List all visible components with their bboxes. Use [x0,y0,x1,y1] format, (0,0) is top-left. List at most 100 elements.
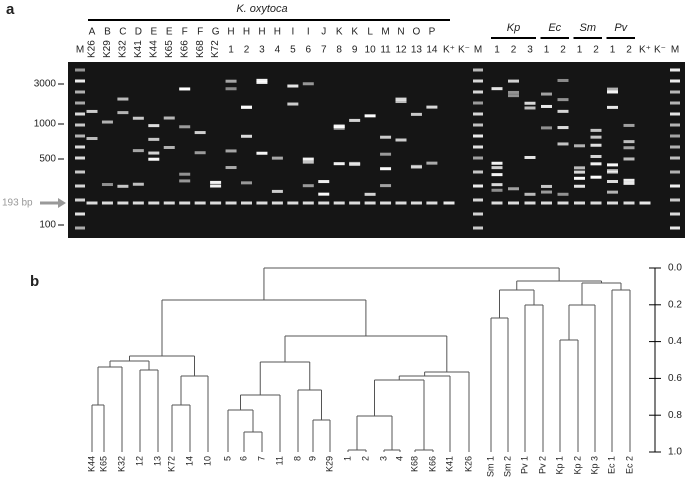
gel-band [75,90,85,94]
gel-band [302,160,314,164]
scale-label: 0.2 [668,299,682,310]
gel-band [491,161,503,165]
gel-band [75,156,85,160]
gel-band [524,155,536,159]
gel-band [75,101,85,105]
gel-band [508,187,519,191]
lane-letter: O [413,27,421,38]
leaf-label: 13 [152,456,162,466]
gel-band [364,192,376,196]
gel-band [256,78,268,82]
lane-letter: I [291,27,294,38]
scale-label: 0.6 [668,373,682,384]
lane-letter: K [336,27,343,38]
gel-band [302,201,314,205]
gel-band [473,226,483,230]
lane-letter: C [119,27,126,38]
gel-band [75,198,85,202]
gel-band [349,201,361,205]
gel-band [410,164,422,168]
lane-label: 6 [306,45,312,56]
gel-band [473,101,483,105]
gel-band [101,183,113,187]
gel-band [541,92,552,96]
arrow-head [58,198,66,208]
lane-label: K66 [179,40,190,58]
panel-label: b [30,273,39,290]
gel-band [410,112,422,116]
species-label: Pv [614,22,628,34]
gel-band [473,68,483,72]
gel-band [349,161,361,165]
gel-band [574,144,585,148]
gel-band [473,184,483,188]
gel-band [225,79,237,83]
lane-letter: H [227,27,234,38]
lane-label: 1 [494,45,500,56]
scale-label: 0.0 [668,263,682,274]
gel-band [395,100,407,104]
gel-band [148,201,160,205]
gel-band [163,116,175,120]
leaf-label: 4 [394,456,404,461]
gel-band [574,184,585,188]
gel-band [318,201,330,205]
gel-band [86,137,98,141]
gel-band [426,105,438,109]
gel-band [607,201,618,205]
gel-band [670,79,680,83]
gel-band [86,109,98,113]
gel-band [623,123,635,127]
leaf-label: K44 [86,456,96,472]
gel-band [241,105,252,109]
gel-band [508,201,519,205]
lane-label: K29 [102,40,113,58]
lane-label: K65 [164,40,175,58]
gel-band [473,198,483,202]
gel-band [473,145,483,149]
gel-band [473,134,483,138]
gel-band [148,157,160,161]
gel-band [302,184,314,188]
lane-letter: H [258,27,265,38]
gel-band [574,176,585,180]
gel-band [557,126,569,130]
arrow-label: 193 bp [2,198,33,209]
leaf-label: 10 [202,456,212,466]
lane-label: 9 [352,45,358,56]
gel-band [541,126,552,130]
gel-band [101,201,113,205]
gel-band [590,143,602,147]
gel-band [607,163,618,167]
scale-label: 0.4 [668,336,682,347]
gel-band [524,201,536,205]
lane-label: 4 [275,45,281,56]
lane-label: 1 [544,45,550,56]
gel-band [670,90,680,94]
gel-band [623,146,635,150]
gel-band [380,135,392,139]
leaf-label: Sm 1 [485,456,495,477]
gel-band [590,135,602,139]
lane-label: K26 [87,40,98,58]
gel-band [639,201,651,205]
gel-band [287,84,299,88]
leaf-label: Kp 3 [589,456,599,475]
gel-band [101,120,113,124]
gel-band [271,189,283,193]
gel-band [225,87,237,91]
lane-label: 1 [577,45,583,56]
gel-band [148,137,160,141]
species-label: Ec [548,22,561,34]
leaf-label: K72 [166,456,176,472]
gel-band [302,82,314,86]
gel-band [524,106,536,110]
lane-letter: H [243,27,250,38]
gel-band [670,112,680,116]
gel-band [256,201,268,205]
lane-label: K41 [133,40,144,58]
scale-label: 0.8 [668,410,682,421]
gel-band [117,97,129,101]
gel-band [333,201,345,205]
gel-band [256,80,268,84]
